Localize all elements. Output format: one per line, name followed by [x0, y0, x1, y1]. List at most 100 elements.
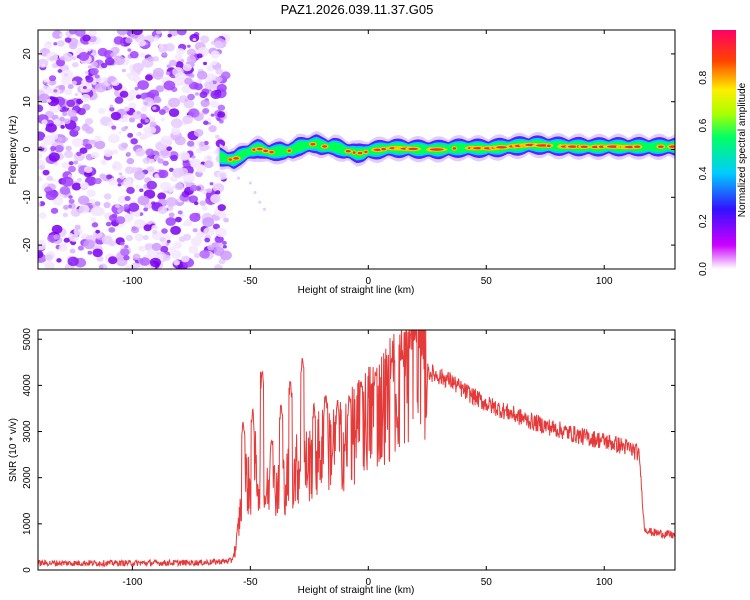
noise-blob [108, 178, 118, 186]
noise-blob [159, 237, 166, 243]
noise-blob [38, 131, 46, 141]
noise-blob [112, 149, 119, 155]
noise-blob [217, 171, 228, 180]
noise-blob [182, 63, 192, 72]
noise-blob [203, 61, 208, 66]
y-tick-label: 5000 [22, 328, 33, 351]
noise-blob [137, 195, 150, 206]
noise-blob [95, 229, 100, 234]
noise-blob [59, 56, 65, 61]
noise-blob [188, 108, 200, 118]
noise-blob [187, 178, 193, 183]
hotspot-core [310, 143, 316, 146]
noise-blob [176, 30, 187, 36]
noise-blob [125, 151, 132, 157]
noise-blob [190, 236, 203, 247]
x-tick-label: -100 [122, 577, 142, 588]
noise-blob [163, 80, 176, 91]
noise-blob [108, 226, 116, 233]
x-tick-label: 0 [366, 276, 372, 287]
noise-blob [53, 89, 58, 93]
noise-blob [77, 177, 82, 182]
noise-blob [123, 203, 130, 210]
noise-blob [139, 257, 151, 266]
spectrogram-y-ticks: -20 -10 0 10 20 [22, 48, 675, 252]
noise-blob [53, 162, 58, 167]
noise-blob [62, 212, 69, 218]
noise-blob [215, 134, 220, 139]
noise-blob [134, 86, 139, 91]
noise-blob [168, 212, 175, 218]
noise-blob [80, 93, 91, 102]
noise-blob [170, 154, 178, 162]
noise-blob [71, 137, 84, 148]
noise-blob [166, 64, 171, 69]
x-tick-label: -50 [243, 276, 258, 287]
noise-blob [201, 205, 208, 211]
noise-blob [108, 214, 117, 222]
spectrogram-y-label: Frequency (Hz) [8, 116, 19, 185]
noise-blob [216, 242, 223, 248]
noise-blob [199, 200, 207, 206]
noise-blob [119, 90, 129, 98]
noise-blob [90, 151, 100, 159]
noise-blob [108, 133, 120, 144]
spectrogram-x-label: Height of straight line (km) [298, 285, 415, 296]
noise-blob [41, 63, 46, 68]
noise-blob [221, 71, 231, 80]
hotspot-core [381, 147, 386, 151]
noise-blob [125, 234, 134, 242]
noise-blob [142, 235, 149, 241]
noise-blob [210, 89, 222, 100]
noise-blob [115, 216, 126, 225]
noise-blob [152, 56, 160, 62]
noise-blob [123, 177, 132, 185]
y-tick-label: 4000 [22, 374, 33, 397]
hotspot-core [263, 149, 269, 153]
noise-blob [196, 53, 203, 59]
colorbar: 0.0 0.2 0.4 0.6 0.8 Normalized spectral ampl… [698, 30, 748, 276]
noise-blob [196, 70, 208, 80]
x-tick-label: 50 [481, 577, 493, 588]
noise-blob [113, 36, 124, 45]
noise-blob [182, 222, 187, 227]
hotspot-core [496, 146, 508, 149]
noise-blob [208, 125, 217, 133]
noise-blob [71, 56, 77, 61]
noise-blob [43, 78, 49, 83]
noise-blob [209, 182, 214, 186]
x-tick-label: 0 [366, 577, 372, 588]
noise-blob [202, 217, 215, 228]
noise-blob [153, 95, 161, 102]
noise-blob [107, 86, 112, 90]
noise-blob [39, 201, 46, 207]
noise-blob [59, 33, 64, 37]
noise-blob [188, 195, 199, 204]
colorbar-tick-label: 0.0 [698, 262, 709, 276]
noise-blob [43, 41, 53, 49]
noise-blob [165, 217, 177, 226]
noise-blob [169, 246, 176, 252]
noise-blob [86, 189, 96, 198]
noise-blob [145, 74, 153, 81]
noise-blob [67, 84, 74, 90]
noise-blob [184, 98, 189, 102]
noise-blob [84, 165, 93, 174]
noise-blob [168, 97, 181, 108]
x-tick-label: 100 [596, 276, 613, 287]
noise-blob [140, 113, 146, 119]
noise-blob [166, 239, 171, 244]
noise-blob [79, 147, 88, 154]
noise-blob [141, 133, 149, 140]
noise-blob [72, 62, 79, 68]
noise-blob [177, 210, 183, 215]
noise-blob [134, 212, 141, 218]
noise-blob [39, 212, 47, 219]
noise-blob [67, 109, 77, 118]
colorbar-gradient [712, 30, 736, 269]
noise-blob [203, 120, 209, 126]
noise-blob [90, 207, 102, 217]
noise-blob [186, 44, 191, 48]
noise-blob [110, 111, 121, 121]
noise-blob [58, 84, 66, 91]
